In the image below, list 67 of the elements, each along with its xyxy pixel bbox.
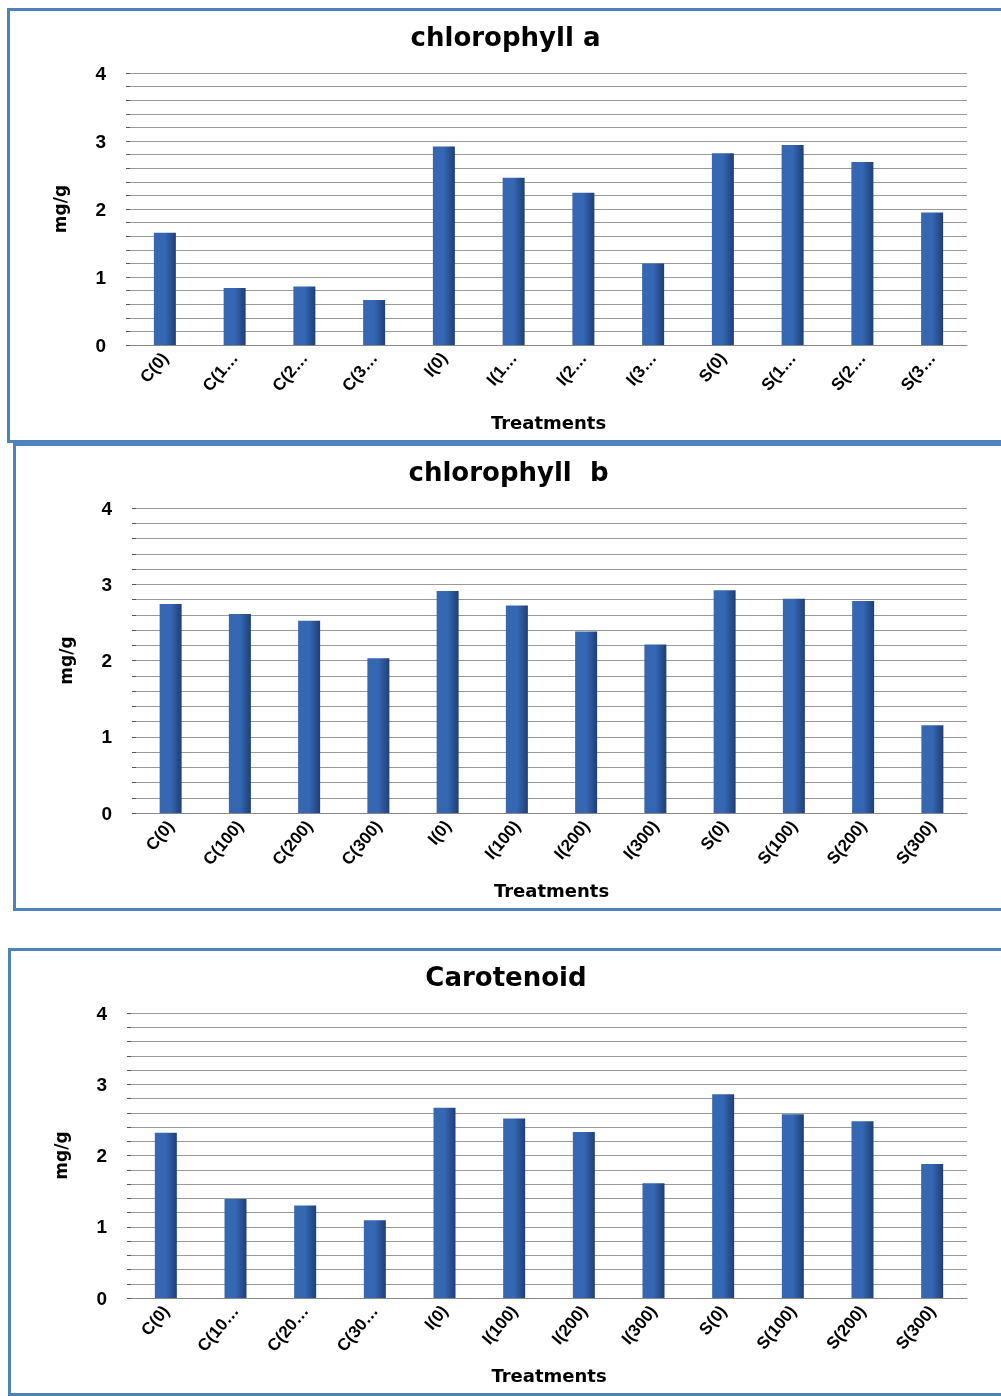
y-tick-label: 0 [96, 1287, 107, 1309]
bar [433, 1107, 456, 1298]
chart-title: chlorophyll a [410, 22, 601, 52]
bar [432, 146, 455, 345]
bar [781, 145, 804, 345]
x-tick-label: I(0) [420, 348, 452, 381]
bar [572, 192, 595, 345]
bar [224, 1198, 247, 1298]
bar [851, 1121, 874, 1298]
y-tick-label: 3 [101, 573, 112, 595]
y-tick-label: 3 [96, 1073, 107, 1095]
bar [436, 591, 459, 813]
bar [711, 153, 734, 345]
y-tick-label: 4 [96, 1002, 108, 1024]
x-tick-label: I(2… [552, 348, 591, 390]
bar [921, 1164, 944, 1298]
y-tick-label: 3 [95, 130, 106, 152]
x-tick-label: C(0) [142, 816, 178, 855]
x-tick-label: I(3… [622, 348, 661, 390]
y-axis-title: mg/g [50, 1131, 71, 1180]
bar [363, 1220, 386, 1298]
bar [642, 263, 665, 345]
x-axis-title: Treatments [490, 411, 607, 433]
y-tick-label: 4 [95, 62, 107, 84]
bar [223, 287, 246, 345]
bar [712, 1094, 735, 1298]
bar [851, 162, 874, 345]
bar [505, 605, 528, 813]
y-axis-title: mg/g [49, 184, 70, 234]
bar [153, 232, 176, 345]
x-tick-label: I(0) [423, 816, 455, 849]
chart-title: Carotenoid [425, 962, 587, 992]
x-axis-title: Treatments [493, 879, 610, 901]
bar [293, 286, 316, 345]
bar [294, 1205, 317, 1298]
y-tick-label: 2 [101, 650, 112, 671]
bar [575, 631, 598, 813]
bar [644, 644, 667, 813]
y-tick-label: 2 [95, 198, 106, 220]
bar [503, 1118, 526, 1298]
bar [782, 598, 805, 813]
y-tick-label: 2 [96, 1145, 107, 1166]
bar [921, 725, 944, 813]
bar [921, 212, 944, 345]
bar [154, 1132, 177, 1298]
bar [572, 1131, 595, 1298]
x-tick-label: I(1… [482, 348, 521, 390]
bar [852, 601, 875, 813]
bar [781, 1114, 804, 1298]
y-tick-label: 1 [96, 1216, 108, 1238]
bar [228, 613, 251, 813]
bar [367, 658, 390, 813]
bar [642, 1183, 665, 1298]
y-tick-label: 0 [95, 334, 106, 356]
x-tick-label: I(0) [420, 1301, 452, 1334]
chart-title: chlorophyll b [408, 457, 609, 487]
x-axis-title: Treatments [491, 1364, 607, 1386]
y-axis-title: mg/g [55, 636, 76, 685]
y-tick-label: 1 [95, 266, 107, 288]
bar [713, 590, 736, 813]
y-tick-label: 4 [101, 497, 113, 519]
y-tick-label: 0 [101, 802, 112, 824]
bar [363, 300, 386, 345]
bar [502, 177, 525, 345]
bar [298, 620, 321, 813]
y-tick-label: 1 [101, 726, 113, 748]
bar [159, 604, 182, 813]
